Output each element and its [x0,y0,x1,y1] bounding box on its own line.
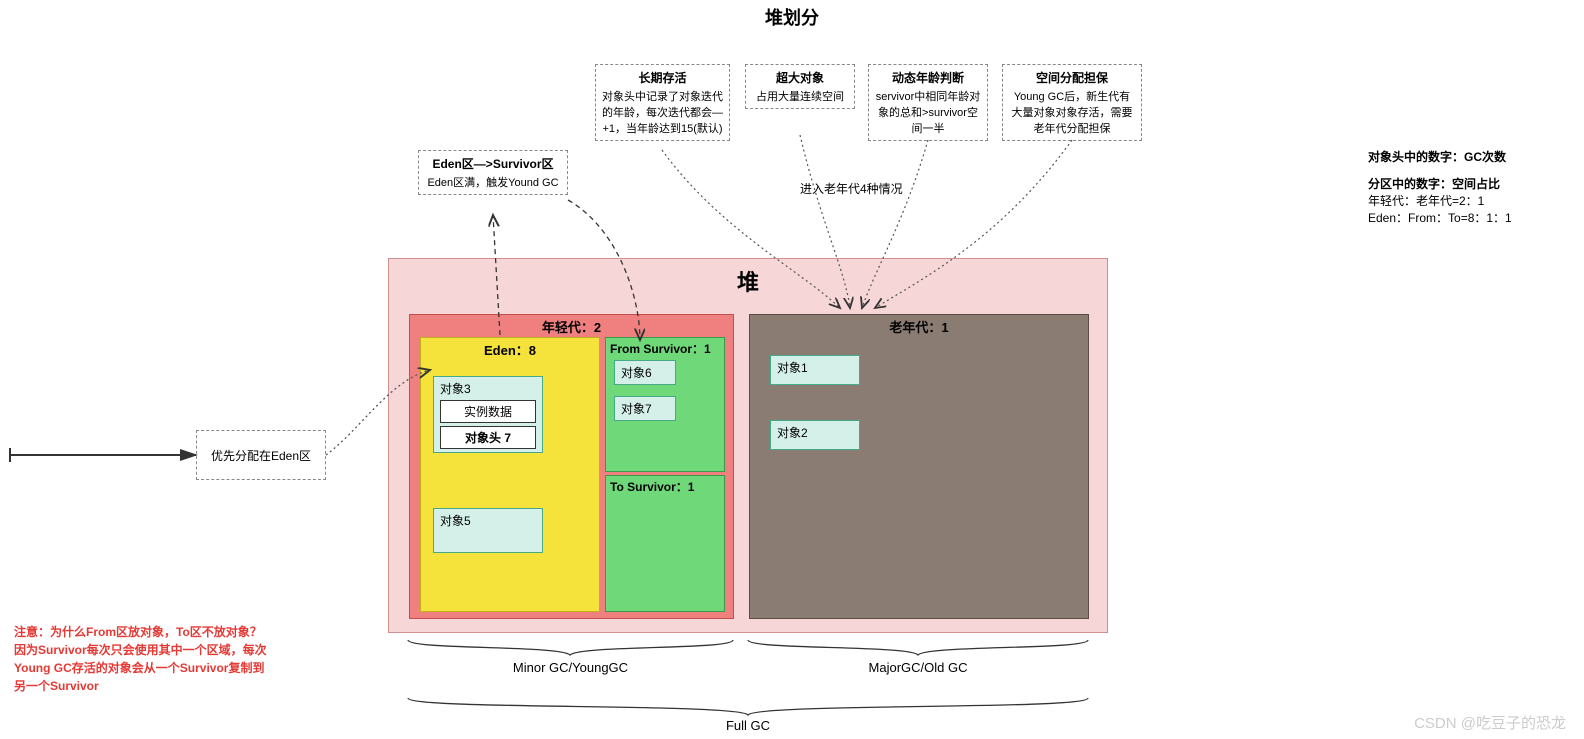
box-long-live-title: 长期存活 [602,69,723,86]
heap-title: 堆 [389,259,1107,303]
red-note-l4: 另一个Survivor [14,677,334,695]
young-gen: 年轻代：2 Eden：8 对象3 实例数据 对象头 7 对象5 From Sur… [409,314,734,619]
obj2-label: 对象2 [777,426,808,440]
brace-full: Full GC [408,718,1088,733]
old-gen-note: 进入老年代4种情况 [800,180,903,197]
box-alloc-first-text: 优先分配在Eden区 [211,447,311,464]
box-space-guarantee-desc: Young GC后，新生代有大量对象对象存活，需要老年代分配担保 [1009,88,1135,136]
obj2: 对象2 [770,420,860,450]
box-space-guarantee: 空间分配担保 Young GC后，新生代有大量对象对象存活，需要老年代分配担保 [1002,64,1142,141]
obj7-label: 对象7 [621,402,652,416]
obj6-label: 对象6 [621,366,652,380]
box-long-live-desc: 对象头中记录了对象迭代的年龄，每次迭代都会—+1，当年龄达到15(默认) [602,88,723,136]
legend-l4: Eden：From：To=8：1：1 [1368,209,1558,226]
red-note: 注意：为什么From区放对象，To区不放对象？ 因为Survivor每次只会使用… [14,623,334,695]
box-dynamic-age: 动态年龄判断 servivor中相同年龄对象的总和>survivor空间一半 [868,64,988,141]
legend-l3: 年轻代：老年代=2：1 [1368,192,1558,209]
to-label: To Survivor：1 [610,478,694,495]
watermark: CSDN @吃豆子的恐龙 [1414,712,1566,733]
page-title: 堆划分 [0,4,1584,30]
red-note-l2: 因为Survivor每次只会使用其中一个区域，每次 [14,641,334,659]
box-big-obj-desc: 占用大量连续空间 [752,88,848,104]
obj5-label: 对象5 [440,514,471,528]
from-label: From Survivor：1 [610,340,711,357]
brace-major-text: MajorGC/Old GC [869,660,968,675]
box-big-obj-title: 超大对象 [752,69,848,86]
brace-minor-text: Minor GC/YoungGC [513,660,628,675]
box-dynamic-age-desc: servivor中相同年龄对象的总和>survivor空间一半 [875,88,981,136]
eden-label: Eden：8 [421,340,599,359]
red-note-l1: 注意：为什么From区放对象，To区不放对象？ [14,623,334,641]
box-long-live: 长期存活 对象头中记录了对象迭代的年龄，每次迭代都会—+1，当年龄达到15(默认… [595,64,730,141]
box-dynamic-age-title: 动态年龄判断 [875,69,981,86]
eden-region: Eden：8 对象3 实例数据 对象头 7 对象5 [420,337,600,612]
instance-data: 实例数据 [440,400,536,423]
legend-l2: 分区中的数字：空间占比 [1368,175,1558,192]
brace-major: MajorGC/Old GC [748,660,1088,675]
old-gen: 老年代：1 对象1 对象2 [749,314,1089,619]
to-survivor: To Survivor：1 [605,475,725,612]
old-label: 老年代：1 [750,317,1088,336]
box-eden-survivor-desc: Eden区满，触发Yound GC [425,174,561,190]
from-survivor: From Survivor：1 对象6 对象7 [605,337,725,472]
young-label: 年轻代：2 [410,317,733,336]
brace-minor: Minor GC/YoungGC [408,660,733,675]
page-title-text: 堆划分 [755,8,829,28]
obj-header: 对象头 7 [440,426,536,449]
obj3: 对象3 实例数据 对象头 7 [433,376,543,453]
box-eden-survivor-title: Eden区—>Survivor区 [425,155,561,172]
obj7: 对象7 [614,396,676,421]
box-big-obj: 超大对象 占用大量连续空间 [745,64,855,109]
box-eden-survivor: Eden区—>Survivor区 Eden区满，触发Yound GC [418,150,568,195]
brace-full-text: Full GC [726,718,770,733]
box-alloc-first: 优先分配在Eden区 [196,430,326,480]
obj1-label: 对象1 [777,361,808,375]
obj1: 对象1 [770,355,860,385]
obj6: 对象6 [614,360,676,385]
legend-l1: 对象头中的数字：GC次数 [1368,148,1558,165]
obj5: 对象5 [433,508,543,553]
red-note-l3: Young GC存活的对象会从一个Survivor复制到 [14,659,334,677]
legend: 对象头中的数字：GC次数 分区中的数字：空间占比 年轻代：老年代=2：1 Ede… [1368,148,1558,226]
box-space-guarantee-title: 空间分配担保 [1009,69,1135,86]
obj3-label: 对象3 [440,380,536,397]
heap-container: 堆 年轻代：2 Eden：8 对象3 实例数据 对象头 7 对象5 From S… [388,258,1108,633]
